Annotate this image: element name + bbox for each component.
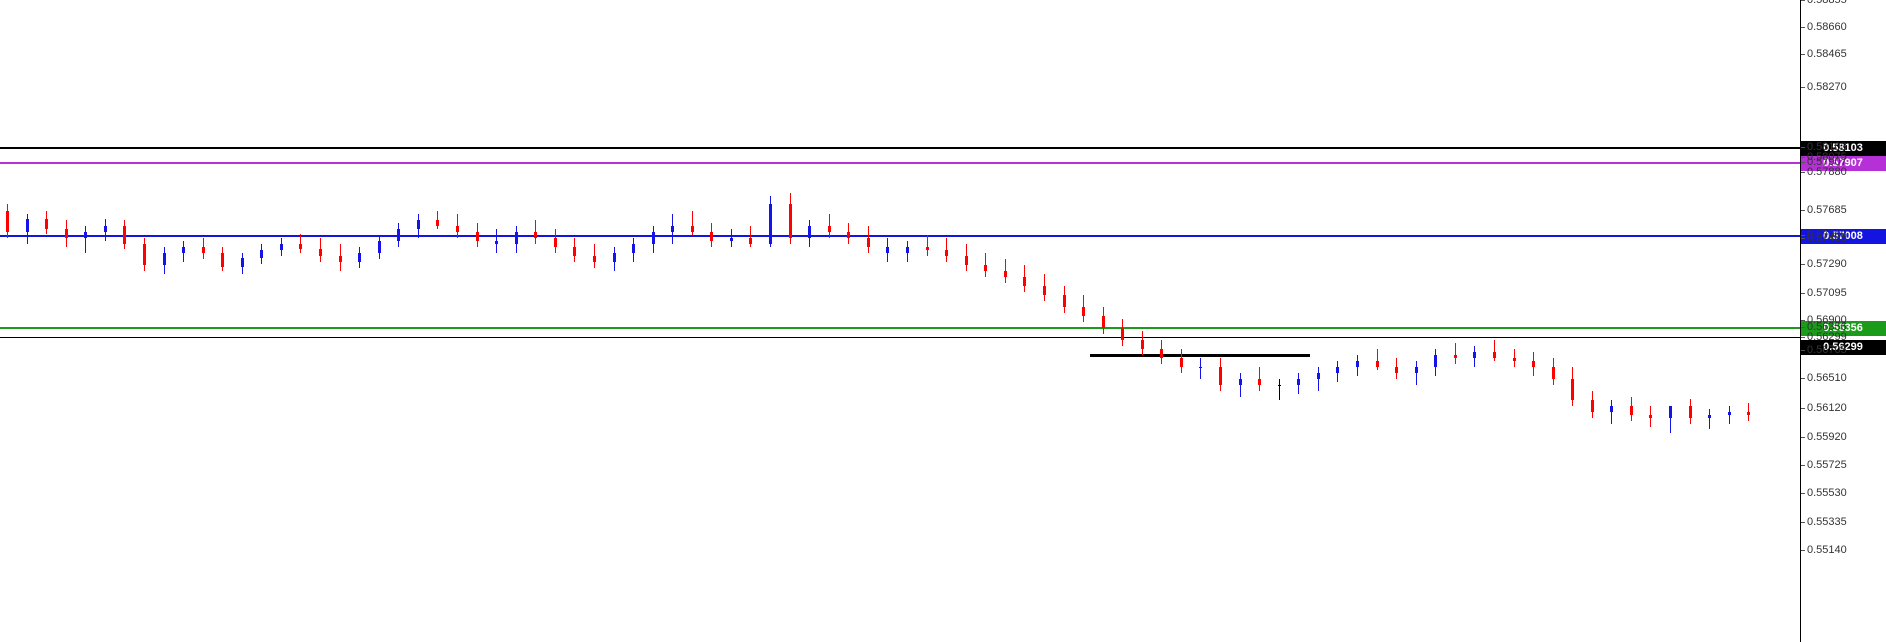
trend-line-segment (1090, 354, 1310, 357)
hline-56299: 0.56299 (0, 337, 1800, 338)
hline-57008: 0.57008 (0, 235, 1800, 237)
hline-57907: 0.57907 (0, 162, 1800, 164)
candlestick-chart: 0.58103 0.57907 0.57008 0.56356 0.56299 … (0, 0, 1886, 642)
price-axis: 0.58855 0.58660 0.58465 0.58270 0.58103 … (1800, 0, 1886, 642)
plot-area: 0.58103 0.57907 0.57008 0.56356 0.56299 (0, 0, 1800, 642)
hline-56356: 0.56356 (0, 327, 1800, 329)
hline-58103: 0.58103 (0, 147, 1800, 149)
